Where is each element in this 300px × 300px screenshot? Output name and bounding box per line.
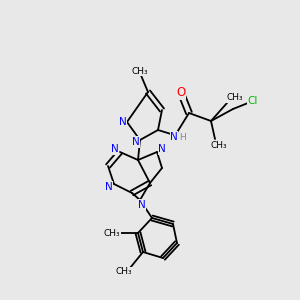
Text: CH₃: CH₃ — [211, 140, 227, 149]
Text: CH₃: CH₃ — [227, 94, 243, 103]
Text: N: N — [111, 144, 119, 154]
Text: CH₃: CH₃ — [104, 229, 120, 238]
Text: N: N — [132, 137, 140, 147]
Text: CH₃: CH₃ — [132, 67, 148, 76]
Text: N: N — [158, 144, 166, 154]
Text: N: N — [170, 132, 178, 142]
Text: Cl: Cl — [248, 96, 258, 106]
Text: N: N — [138, 200, 146, 210]
Text: CH₃: CH₃ — [116, 268, 132, 277]
Text: O: O — [176, 86, 186, 100]
Text: N: N — [119, 117, 127, 127]
Text: N: N — [105, 182, 113, 192]
Text: H: H — [178, 134, 185, 142]
